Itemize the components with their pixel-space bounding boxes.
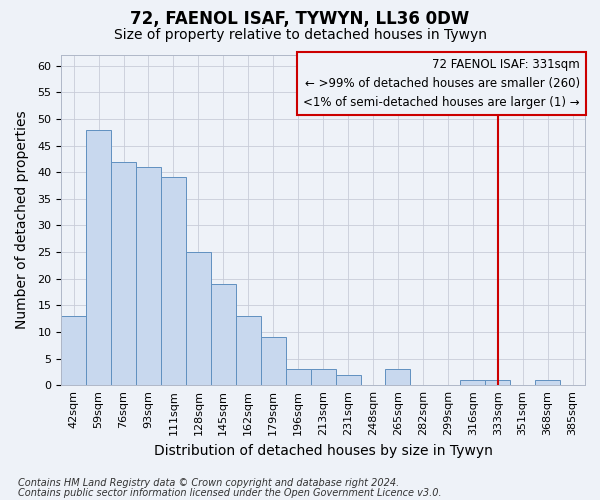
Y-axis label: Number of detached properties: Number of detached properties <box>15 111 29 330</box>
Bar <box>535 380 560 385</box>
Text: 72, FAENOL ISAF, TYWYN, LL36 0DW: 72, FAENOL ISAF, TYWYN, LL36 0DW <box>130 10 470 28</box>
Text: Contains public sector information licensed under the Open Government Licence v3: Contains public sector information licen… <box>18 488 442 498</box>
Text: Size of property relative to detached houses in Tywyn: Size of property relative to detached ho… <box>113 28 487 42</box>
Bar <box>286 369 311 385</box>
Bar <box>236 316 261 385</box>
Bar <box>335 374 361 385</box>
Bar <box>485 380 510 385</box>
Bar <box>261 338 286 385</box>
Bar <box>460 380 485 385</box>
Bar <box>136 167 161 385</box>
Bar <box>111 162 136 385</box>
Bar <box>61 316 86 385</box>
Bar <box>186 252 211 385</box>
Bar <box>311 369 335 385</box>
Bar <box>161 178 186 385</box>
Bar <box>86 130 111 385</box>
Text: 72 FAENOL ISAF: 331sqm
← >99% of detached houses are smaller (260)
<1% of semi-d: 72 FAENOL ISAF: 331sqm ← >99% of detache… <box>303 58 580 110</box>
X-axis label: Distribution of detached houses by size in Tywyn: Distribution of detached houses by size … <box>154 444 493 458</box>
Text: Contains HM Land Registry data © Crown copyright and database right 2024.: Contains HM Land Registry data © Crown c… <box>18 478 399 488</box>
Bar <box>385 369 410 385</box>
Bar <box>211 284 236 385</box>
